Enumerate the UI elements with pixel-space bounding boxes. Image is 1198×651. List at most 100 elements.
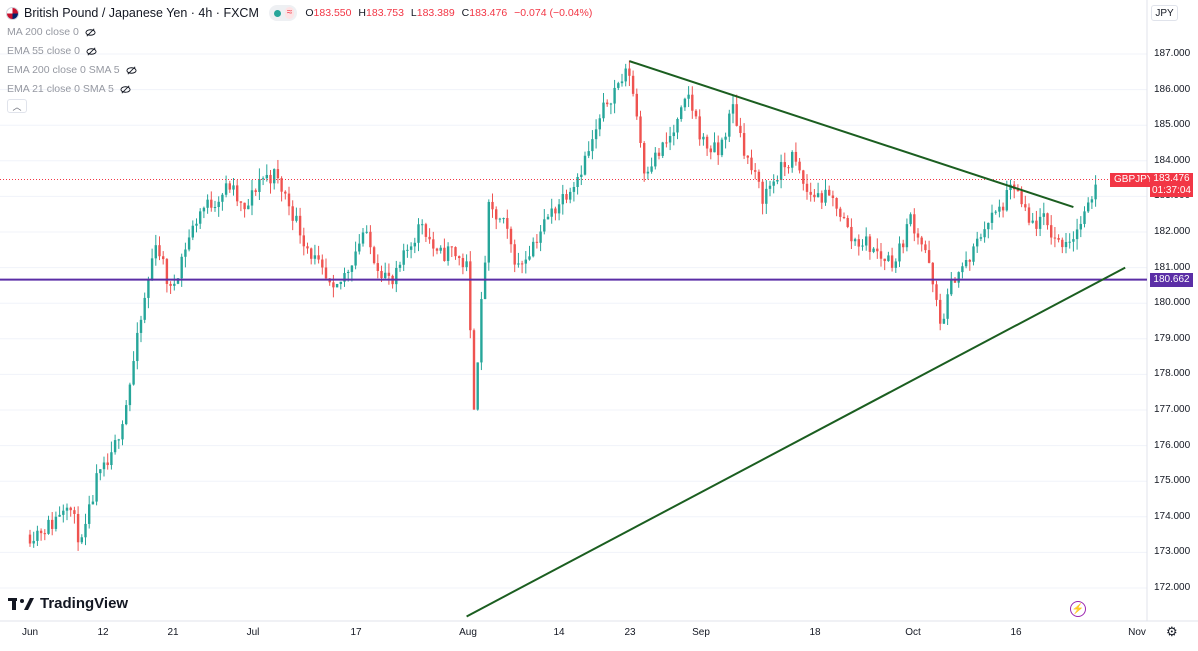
candle-body [794,151,798,162]
candle-body [835,198,838,209]
candle-body [853,239,857,242]
collapse-indicators-button[interactable]: ︿ [7,99,27,113]
candle-body [458,256,461,259]
indicator-row[interactable]: EMA 21 close 0 SMA 5 [7,83,131,95]
price-tick-label: 184.000 [1154,154,1191,166]
candle-body [683,98,687,108]
candle-body [509,228,513,245]
candle-body [772,181,775,186]
candle-body [321,259,324,268]
time-tick-label: Jul [246,627,260,638]
candle-body [524,259,527,264]
candle-body [1024,204,1027,208]
candle-body [80,537,83,543]
candle-body [28,534,32,544]
hidden-eye-icon[interactable] [85,27,96,38]
candle-body [680,107,683,119]
symbol-title[interactable]: British Pound / Japanese Yen · 4h · FXCM [24,6,259,20]
indicator-row[interactable]: EMA 200 close 0 SMA 5 [7,64,137,76]
candle-body [528,256,531,260]
candle-body [691,94,694,111]
indicator-label: EMA 21 close 0 SMA 5 [7,83,114,95]
candle-body [887,255,890,262]
candle-body [554,208,557,214]
time-tick-label: 21 [167,627,179,638]
price-tick-label: 173.000 [1154,546,1191,558]
candle-body [546,216,550,220]
candlesticks [28,60,1097,551]
candle-body [791,151,794,168]
candle-body [132,361,135,385]
candle-body [1068,241,1071,243]
candle-body [483,262,487,300]
candle-body [594,129,598,140]
hidden-eye-icon[interactable] [126,65,137,76]
candle-body [902,243,905,248]
candle-body [920,237,923,245]
candle-body [580,174,583,177]
price-tick-label: 185.000 [1154,119,1191,131]
candle-body [713,142,716,153]
indicator-label: EMA 55 close 0 [7,45,80,57]
candle-body [258,179,261,192]
candle-body [587,151,590,156]
candle-body [469,261,472,331]
candle-body [358,243,361,252]
symbol-header[interactable]: British Pound / Japanese Yen · 4h · FXCM… [6,4,596,22]
candle-body [628,68,631,76]
candle-body [354,251,357,266]
price-tick-label: 181.000 [1154,261,1191,273]
candle-body [65,507,69,511]
candle-body [339,281,342,284]
time-tick-label: Sep [692,627,710,638]
candle-body [831,195,835,199]
currency-button[interactable]: JPY [1151,5,1178,21]
candle-body [158,245,161,257]
candle-body [1061,239,1064,248]
candle-body [1042,213,1045,217]
lightning-icon[interactable]: ⚡ [1070,601,1086,617]
market-status-pill[interactable]: ≈ [268,5,298,21]
candle-body [1072,239,1075,242]
hidden-eye-icon[interactable] [120,84,131,95]
candle-body [1001,206,1005,211]
candle-body [335,283,339,288]
candle-body [813,194,816,198]
candle-body [520,263,524,265]
candle-body [591,139,594,152]
candle-body [990,212,994,223]
time-tick-label: Aug [459,627,477,638]
candle-body [143,297,146,320]
candle-body [998,206,1001,212]
price-tick-label: 182.000 [1154,226,1191,237]
candle-body [406,249,409,251]
candle-body [569,191,572,200]
candle-body [776,180,779,182]
candle-body [639,116,642,143]
candle-body [1005,190,1008,211]
time-tick-label: Nov [1128,627,1146,638]
candle-body [202,207,206,212]
indicator-row[interactable]: EMA 55 close 0 [7,45,97,57]
gear-icon[interactable]: ⚙ [1166,624,1178,639]
candle-body [565,194,568,200]
candle-body [280,178,283,192]
candle-body [487,201,490,263]
candle-body [890,255,894,268]
indicator-row[interactable]: MA 200 close 0 [7,26,96,38]
tradingview-logo[interactable]: TradingView [8,595,128,612]
candle-body [1053,237,1057,239]
candle-body [728,113,731,137]
candle-body [58,514,61,517]
candle-body [180,256,183,279]
hidden-eye-icon[interactable] [86,46,97,57]
candle-body [184,249,187,257]
candle-body [953,280,957,283]
candle-body [513,244,516,265]
market-open-dot-icon [273,9,281,17]
time-tick-label: 23 [624,627,636,638]
candle-body [306,246,309,249]
candle-body [624,68,627,82]
candle-body [598,118,601,130]
